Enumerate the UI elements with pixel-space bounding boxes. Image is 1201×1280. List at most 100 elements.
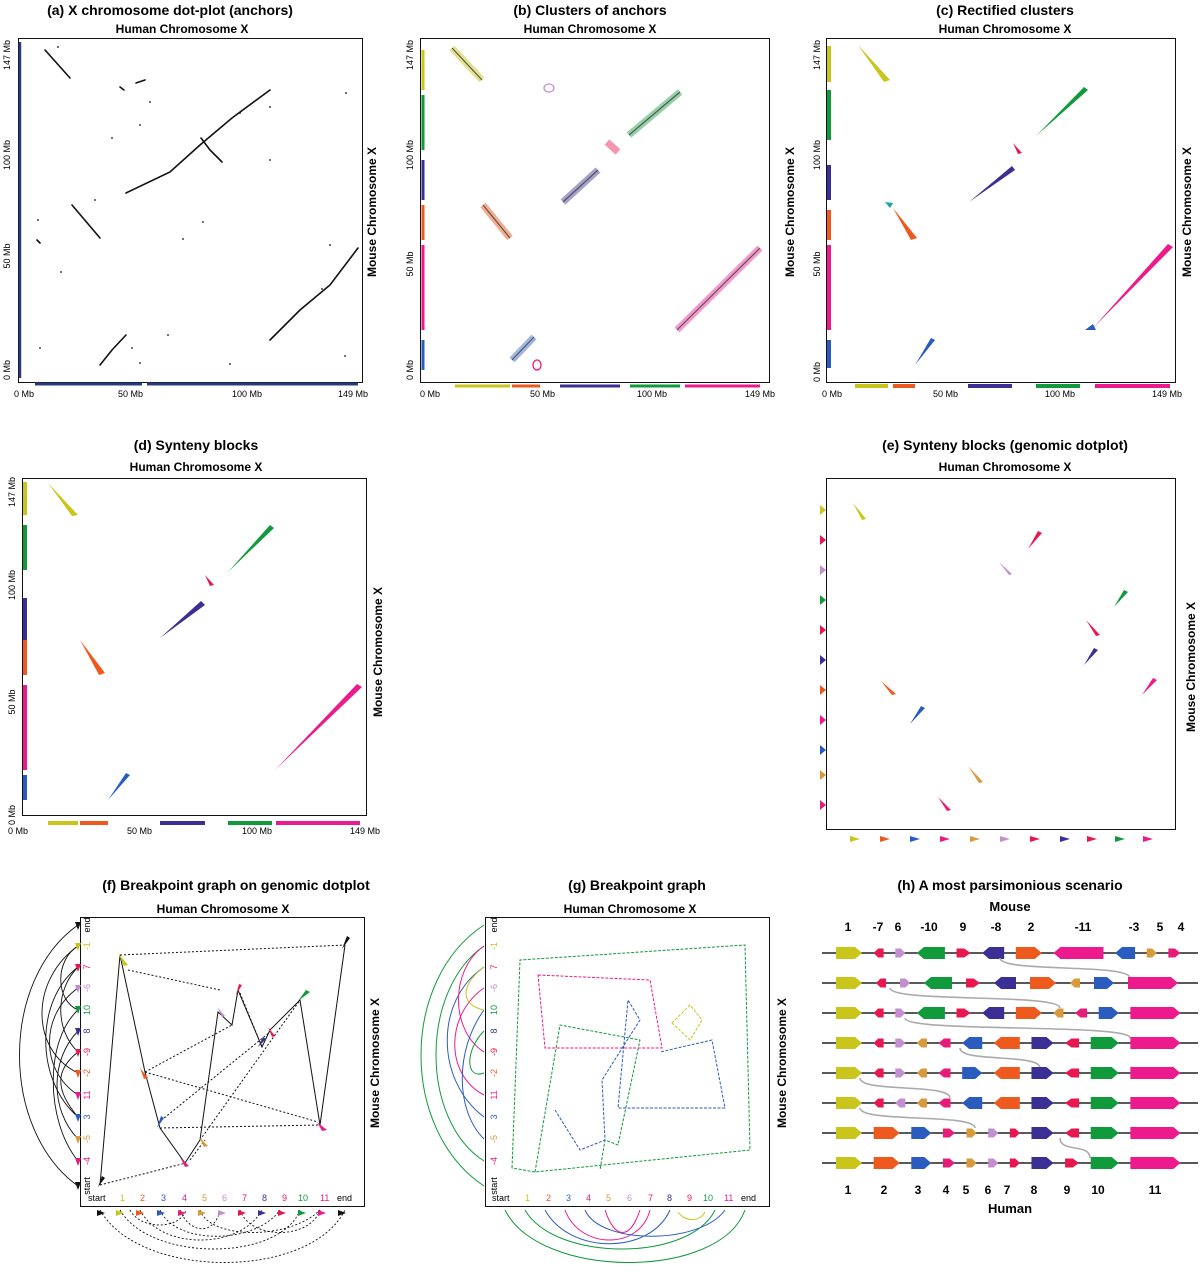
- reversal-arc: [859, 1077, 951, 1099]
- panel-g-frame: [485, 917, 770, 1207]
- synteny-block-7: [873, 948, 884, 958]
- reversal-arc: [904, 1017, 1131, 1039]
- synteny-block-6: [895, 948, 906, 958]
- panel-f-dotted-edges: [99, 944, 346, 1186]
- synteny-block-8: [1031, 1097, 1054, 1109]
- synteny-block-8: [1031, 1067, 1054, 1079]
- g-end-label: end: [741, 1193, 757, 1203]
- human-block-2: 2: [880, 1183, 888, 1197]
- synteny-block-6: [895, 1008, 906, 1018]
- synteny-block-3: [911, 1157, 932, 1169]
- synteny-block-7: [873, 1068, 884, 1078]
- f-x8: 8: [262, 1193, 268, 1203]
- panel-d-axisbars: [23, 482, 360, 825]
- panel-f-bottom-marks: [97, 1210, 346, 1216]
- human-block-3: 3: [914, 1183, 922, 1197]
- reversal-arc: [1059, 1137, 1091, 1159]
- panel-g-side-arcs: [420, 924, 485, 1187]
- synteny-block-3: [1094, 977, 1114, 989]
- g-x6: 6: [627, 1193, 633, 1203]
- g-x11: 11: [724, 1193, 734, 1203]
- synteny-block-5: [916, 1068, 927, 1078]
- synteny-block-1: [836, 1157, 862, 1169]
- panel-c-xlabel: Human Chromosome X: [938, 22, 1072, 36]
- f-x10: 10: [298, 1193, 309, 1203]
- synteny-block-11: [1130, 1127, 1181, 1139]
- tick-x149-d: 149 Mb: [350, 826, 381, 836]
- synteny-block-9: [1065, 1098, 1080, 1108]
- mouse-block-6: -8: [990, 920, 1002, 934]
- panel-a-axisbars: [18, 42, 358, 386]
- f-start-label: start: [88, 1193, 106, 1203]
- human-block-11: 11: [1148, 1183, 1162, 1197]
- panel-g-bottom-arcs: [504, 1209, 746, 1263]
- panel-h-title: (h) A most parsimonious scenario: [897, 877, 1123, 893]
- synteny-block-2: [873, 1157, 900, 1169]
- synteny-block-9: [1065, 1068, 1080, 1078]
- synteny-block-7: [873, 1038, 884, 1048]
- panel-d-xlabel: Human Chromosome X: [129, 460, 263, 474]
- g-x5: 5: [606, 1193, 612, 1203]
- synteny-block-5: [1146, 948, 1157, 958]
- synteny-block-7: [873, 1098, 884, 1108]
- g-x8: 8: [667, 1193, 673, 1203]
- tick-x100-c: 100 Mb: [1045, 389, 1076, 399]
- panel-c-title: (c) Rectified clusters: [936, 2, 1074, 18]
- panel-a-xlabel: Human Chromosome X: [115, 22, 249, 36]
- mouse-block-4: -10: [920, 920, 938, 934]
- tick-x0-b: 0 Mb: [420, 389, 441, 399]
- tick-x0-c: 0 Mb: [822, 389, 843, 399]
- synteny-block-9: [956, 1008, 971, 1018]
- synteny-block-2: [873, 1127, 900, 1139]
- panel-d-frame: [22, 478, 367, 816]
- panel-f-frame: [80, 917, 365, 1207]
- f-x5: 5: [202, 1193, 208, 1203]
- tick-x0-a: 0 Mb: [14, 389, 35, 399]
- synteny-block-4: [938, 1068, 951, 1078]
- panel-b-axisbars: [421, 50, 760, 388]
- synteny-block-8: [1031, 1127, 1054, 1139]
- panel-c-frame: [826, 38, 1176, 383]
- panel-e-title: (e) Synteny blocks (genomic dotplot): [882, 437, 1128, 453]
- f-x2: 2: [140, 1193, 146, 1203]
- panel-a-noise: [37, 46, 347, 365]
- synteny-block-8: [982, 947, 1005, 959]
- synteny-block-1: [836, 947, 862, 959]
- panel-e-blocks: [853, 503, 1157, 811]
- synteny-block-5: [1053, 1008, 1064, 1018]
- panel-c-blocks: [858, 45, 1173, 365]
- f-x3: 3: [161, 1193, 167, 1203]
- panel-e-xlabel: Human Chromosome X: [938, 460, 1072, 474]
- synteny-block-3: [1115, 947, 1136, 959]
- panel-d-title: (d) Synteny blocks: [133, 437, 259, 453]
- panel-e-frame: [826, 478, 1176, 830]
- human-block-10: 10: [1091, 1183, 1105, 1197]
- synteny-block-1: [836, 1067, 862, 1079]
- reversal-arc: [959, 1047, 1041, 1069]
- synteny-block-11: [1130, 1067, 1181, 1079]
- f-x1: 1: [120, 1193, 126, 1203]
- g-x1: 1: [525, 1193, 531, 1203]
- mouse-block-8: -11: [1074, 920, 1092, 934]
- synteny-block-6: [988, 1158, 999, 1168]
- synteny-block-10: [1090, 1037, 1119, 1049]
- synteny-block-7: [1009, 1158, 1020, 1168]
- synteny-block-8: [982, 1007, 1005, 1019]
- human-block-1: 1: [844, 1183, 852, 1197]
- synteny-block-6: [988, 1128, 999, 1138]
- synteny-block-11: [1130, 1097, 1181, 1109]
- synteny-block-3: [962, 1067, 983, 1079]
- synteny-block-10: [1090, 1067, 1119, 1079]
- synteny-block-8: [1031, 1157, 1054, 1169]
- panel-f-blocks: [98, 936, 350, 1187]
- synteny-block-9: [1065, 1038, 1080, 1048]
- human-block-4: 4: [942, 1183, 950, 1197]
- panel-d-blocks: [48, 483, 362, 800]
- g-start-label: start: [492, 1193, 510, 1203]
- panel-b-clusters: [449, 45, 763, 371]
- synteny-block-1: [836, 977, 862, 989]
- synteny-block-2: [993, 1037, 1020, 1049]
- synteny-block-5: [966, 1158, 977, 1168]
- panel-b-title: (b) Clusters of anchors: [513, 2, 667, 18]
